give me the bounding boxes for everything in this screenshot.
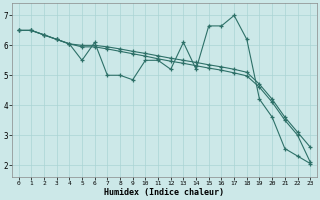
X-axis label: Humidex (Indice chaleur): Humidex (Indice chaleur)	[104, 188, 224, 197]
